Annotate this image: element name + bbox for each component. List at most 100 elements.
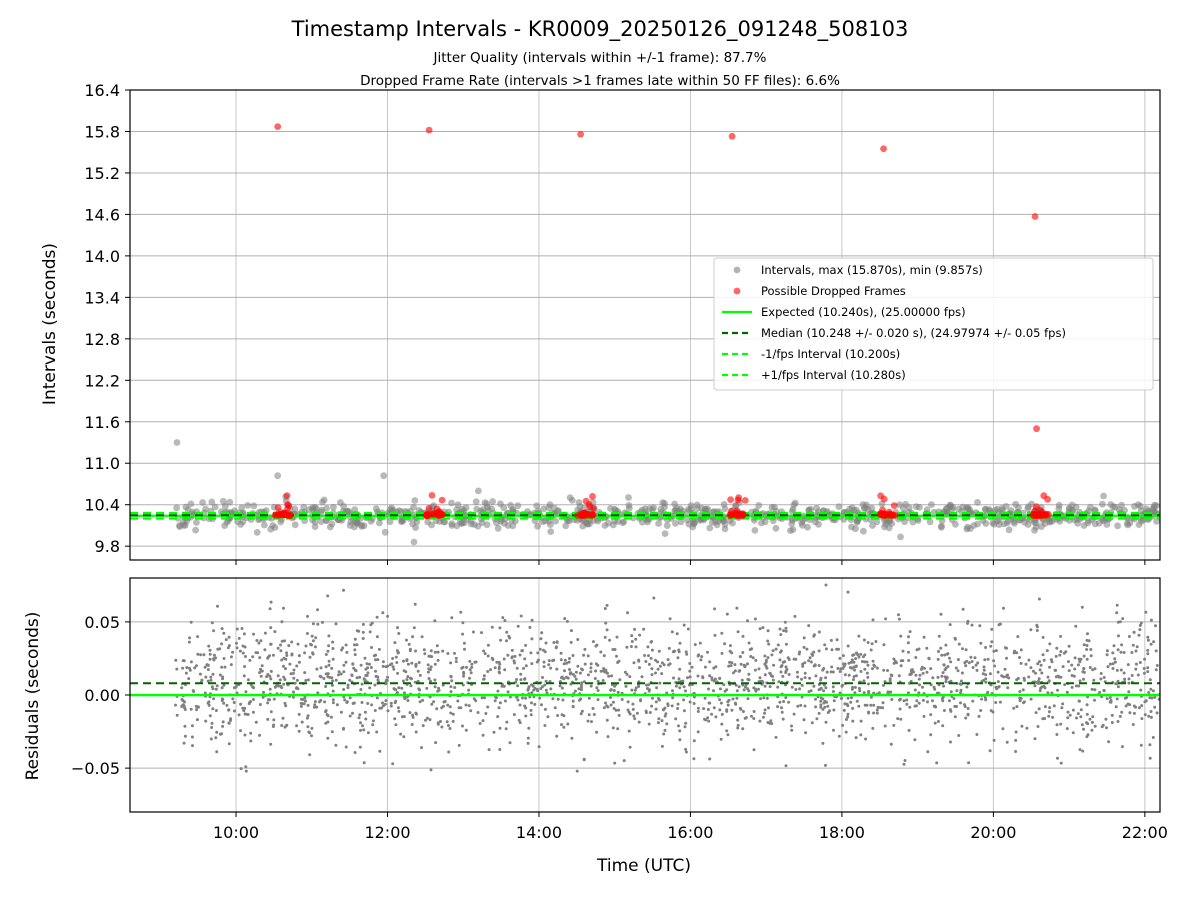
- dropped-frame-point: [877, 509, 885, 517]
- residual-point: [918, 683, 921, 687]
- residual-point: [901, 649, 905, 653]
- x-tick-label: 18:00: [819, 823, 865, 842]
- dropped-frame-point: [582, 497, 590, 505]
- residual-point: [658, 698, 661, 702]
- residual-point: [1132, 711, 1136, 715]
- residual-point: [846, 715, 850, 719]
- residual-point: [464, 728, 468, 732]
- residual-point: [832, 728, 835, 732]
- residual-point: [802, 636, 806, 640]
- residual-point: [799, 703, 803, 707]
- residual-point: [609, 688, 613, 692]
- residual-point: [251, 655, 255, 659]
- residual-point: [1040, 671, 1044, 675]
- residual-point: [269, 677, 273, 681]
- residual-point: [282, 656, 286, 660]
- residual-point: [304, 679, 308, 682]
- residual-point: [282, 682, 286, 686]
- residual-point: [258, 703, 262, 706]
- residual-point: [778, 700, 782, 704]
- residual-point: [258, 656, 262, 660]
- residual-point: [1155, 711, 1159, 715]
- residual-point: [235, 691, 239, 695]
- residual-point: [220, 665, 224, 669]
- interval-point: [376, 519, 383, 527]
- residual-point: [400, 686, 404, 690]
- residual-point: [678, 641, 682, 645]
- residual-point: [1150, 696, 1154, 700]
- residual-point: [1127, 690, 1131, 694]
- interval-point: [963, 504, 971, 511]
- residual-point: [1061, 702, 1065, 706]
- dropped-frame-point: [880, 145, 887, 153]
- residual-point: [416, 669, 420, 673]
- residual-point: [366, 702, 370, 705]
- residual-point: [269, 742, 273, 746]
- residual-point: [462, 674, 465, 678]
- residual-point: [578, 671, 582, 675]
- residual-point: [1078, 748, 1082, 752]
- residual-point: [762, 696, 766, 700]
- residual-point: [889, 690, 893, 694]
- residual-point: [625, 672, 629, 676]
- residual-point: [249, 731, 253, 735]
- residual-point: [508, 695, 512, 699]
- residual-point: [1105, 697, 1109, 701]
- residual-point: [408, 711, 412, 715]
- legend-label: Intervals, max (15.870s), min (9.857s): [761, 263, 983, 277]
- interval-point: [1138, 518, 1145, 525]
- residual-point: [1065, 727, 1069, 731]
- residual-point: [174, 703, 177, 707]
- residual-point: [1068, 713, 1072, 717]
- residual-point: [1082, 727, 1085, 731]
- residual-point: [664, 712, 668, 716]
- residual-point: [327, 644, 331, 648]
- residual-point: [882, 643, 886, 647]
- residual-point: [556, 697, 560, 701]
- residual-point: [306, 725, 310, 729]
- residual-point: [732, 671, 735, 675]
- interval-point: [937, 523, 945, 531]
- residual-point: [1154, 624, 1157, 628]
- residual-point: [647, 662, 651, 666]
- residual-point: [708, 674, 712, 678]
- interval-point: [410, 538, 418, 546]
- residual-point: [770, 722, 774, 726]
- residual-point: [752, 748, 756, 752]
- residual-point: [1041, 635, 1045, 639]
- residual-point: [384, 699, 388, 703]
- residual-point: [602, 667, 606, 670]
- residual-point: [662, 732, 666, 736]
- residual-point: [884, 617, 888, 621]
- residual-point: [494, 695, 498, 699]
- residual-point: [208, 714, 212, 718]
- residual-point: [315, 705, 319, 709]
- residual-point: [190, 724, 194, 728]
- residual-point: [1125, 696, 1129, 699]
- interval-point: [173, 439, 181, 446]
- residual-point: [327, 634, 331, 638]
- residual-point: [866, 641, 870, 644]
- residual-point: [331, 689, 335, 693]
- legend-label: Median (10.248 +/- 0.020 s), (24.97974 +…: [761, 326, 1066, 340]
- interval-point: [311, 523, 319, 530]
- residual-point: [1147, 691, 1151, 694]
- residual-point: [480, 631, 483, 635]
- residual-point: [1080, 605, 1084, 609]
- residual-point: [984, 680, 988, 684]
- residual-point: [191, 744, 194, 748]
- residual-point: [326, 649, 330, 653]
- residual-point: [776, 643, 780, 647]
- residual-point: [628, 675, 632, 679]
- interval-point: [948, 516, 956, 524]
- residual-point: [692, 757, 696, 761]
- residual-point: [768, 685, 772, 689]
- residual-point: [801, 664, 805, 668]
- residual-point: [417, 661, 421, 664]
- residual-point: [609, 696, 612, 699]
- residual-point: [890, 698, 894, 701]
- residual-point: [1048, 665, 1052, 669]
- residual-point: [599, 650, 603, 654]
- residual-point: [596, 689, 600, 692]
- residual-point: [822, 689, 826, 693]
